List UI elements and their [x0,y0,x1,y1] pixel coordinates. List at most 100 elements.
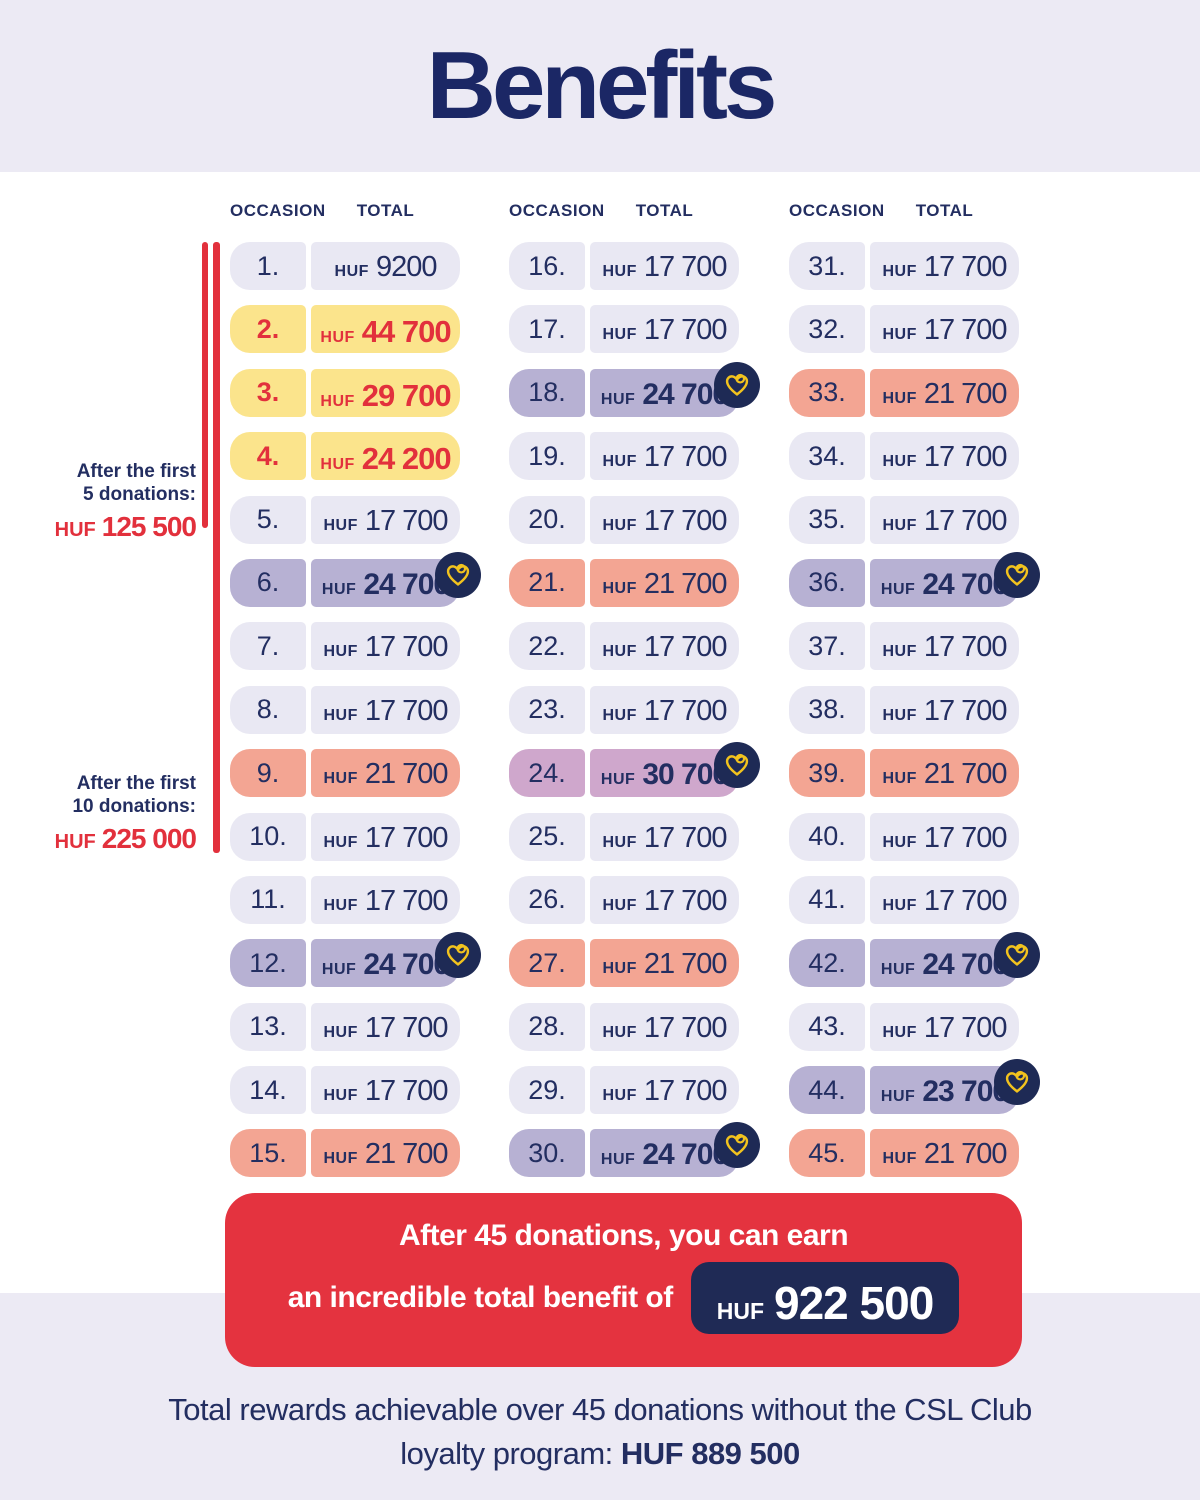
donation-row: 13. HUF 17 700 [230,1002,460,1051]
occasion-number: 42. [808,947,846,978]
occasion-number: 6. [256,567,280,598]
donation-row: 6. HUF 24 700 [230,551,481,607]
total-cell: HUF 21 700 [870,1129,1019,1178]
total-amount: 17 700 [923,631,1008,664]
currency-label: HUF [600,390,636,408]
donation-row: 40. HUF 17 700 [789,812,1019,861]
total-cell: HUF 17 700 [870,432,1019,481]
occasion-cell: 35. [789,495,865,544]
total-cell: HUF 17 700 [311,1066,460,1115]
total-amount: 17 700 [643,694,728,727]
heart-link-icon-badge [435,932,481,979]
total-amount: 17 700 [643,314,728,347]
currency-label: HUF [323,1087,358,1105]
occasion-cell: 5. [230,495,306,544]
occasion-number: 2. [256,313,280,344]
donation-row: 41. HUF 17 700 [789,875,1019,924]
currency-label: HUF [882,516,917,534]
cta-amount-pill: HUF 922 500 [690,1262,960,1334]
occasion-number: 10. [249,821,287,852]
occasion-number: 3. [256,377,280,408]
total-amount: 21 700 [923,1138,1008,1171]
total-cell: HUF 17 700 [311,875,460,924]
total-cell: HUF 17 700 [590,495,739,544]
currency-label: HUF [602,516,637,534]
occasion-cell: 37. [789,622,865,671]
total-amount: 17 700 [643,884,728,917]
heart-link-icon-badge [714,742,760,789]
currency-label: HUF [602,706,637,724]
currency-label: HUF [880,1088,916,1106]
occasion-cell: 45. [789,1129,865,1178]
annotation-amount: HUF 125 500 [28,511,197,543]
occasion-cell: 18. [509,368,585,417]
rows-container: 31. HUF 17 700 32. HUF 17 700 33. HUF 21… [789,242,1040,1178]
occasion-number: 43. [808,1011,846,1042]
donation-row: 31. HUF 17 700 [789,242,1019,290]
currency-label: HUF [323,1023,358,1041]
occasion-cell: 8. [230,685,306,734]
total-cell: HUF 24 200 [311,432,460,481]
occasion-number: 30. [528,1137,566,1168]
total-amount: 17 700 [923,251,1008,283]
occasion-cell: 13. [230,1002,306,1051]
currency-label: HUF [882,263,917,280]
donation-row: 28. HUF 17 700 [509,1002,739,1051]
currency-label: HUF [323,643,358,661]
currency-label: HUF [882,643,917,661]
occasion-cell: 38. [789,685,865,734]
total-cell: HUF 24 700 [590,368,739,417]
total-cell: HUF 17 700 [590,622,739,671]
total-amount: 17 700 [643,631,728,664]
occasion-number: 23. [528,694,566,725]
currency-label: HUF [882,1150,917,1168]
currency-label: HUF [602,579,637,597]
donation-row: 32. HUF 17 700 [789,305,1019,354]
currency-label: HUF [321,961,357,979]
donation-row: 11. HUF 17 700 [230,875,460,924]
donation-row: 21. HUF 21 700 [509,558,739,607]
currency-label: HUF [880,580,916,598]
occasion-number: 11. [250,884,286,915]
top-band [0,0,1200,172]
column-header: OCCASION TOTAL [789,196,1019,226]
donation-row: 20. HUF 17 700 [509,495,739,544]
occasion-number: 35. [808,504,846,535]
heart-link-icon-badge [994,1059,1040,1106]
total-cell: HUF 17 700 [590,875,739,924]
donation-column-2: OCCASION TOTAL 16. HUF 17 700 17. HUF 17… [509,196,760,1193]
heart-link-icon [725,753,749,776]
heart-link-icon [725,1134,749,1157]
total-cell: HUF 17 700 [870,812,1019,861]
currency-label: HUF [54,831,96,853]
occasion-number: 17. [528,313,566,344]
total-cell: HUF 17 700 [590,305,739,354]
heart-link-icon [1005,1070,1029,1093]
occasion-cell: 22. [509,622,585,671]
donation-row: 12. HUF 24 700 [230,932,481,988]
occasion-number: 22. [528,630,566,661]
donation-row: 9. HUF 21 700 [230,749,460,798]
currency-label: HUF [320,392,355,410]
total-cell: HUF 17 700 [311,495,460,544]
occasion-number: 21. [528,567,566,598]
currency-label: HUF [600,771,636,789]
rows-container: 1. HUF 9200 2. HUF 44 700 3. HUF 29 700 [230,242,481,1178]
total-amount: 17 700 [364,884,449,917]
occasion-number: 25. [528,821,566,852]
occasion-cell: 31. [789,242,865,290]
total-cell: HUF 17 700 [311,1002,460,1051]
total-cell: HUF 29 700 [311,368,460,417]
annotation-text: 5 donations: [83,484,196,505]
donation-row: 29. HUF 17 700 [509,1066,739,1115]
total-cell: HUF 9200 [311,242,460,290]
occasion-cell: 26. [509,875,585,924]
footnote-total-amount: HUF 889 500 [620,1436,800,1471]
total-amount: 29 700 [361,377,452,413]
total-amount: 17 700 [364,1011,449,1044]
donation-row: 34. HUF 17 700 [789,432,1019,481]
total-cell: HUF 17 700 [870,685,1019,734]
total-cell: HUF 17 700 [590,812,739,861]
column-header: OCCASION TOTAL [230,196,460,226]
